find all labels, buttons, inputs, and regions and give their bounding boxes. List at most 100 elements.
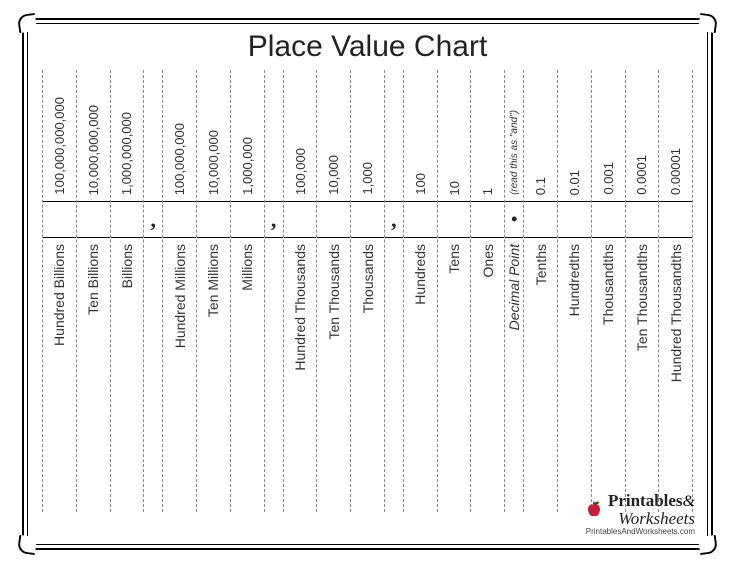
place-value-column: 1,000,000,000 Billions [110,70,144,512]
numeric-value: 1,000,000,000 [119,112,134,195]
separator-column: (read this as "and")•Decimal Point [504,70,523,512]
numeric-value: 10 [447,181,462,195]
place-name-cell: Decimal Point [505,238,523,512]
place-value-chart: 100,000,000,000Hundred Billions10,000,00… [42,70,693,512]
numeric-value-cell [385,70,403,202]
place-name-cell: Billions [111,238,144,512]
place-name: Thousandths [600,244,616,325]
separator-symbol: , [265,202,283,238]
numeric-value: (read this as "and") [509,110,520,195]
corner-curl [698,13,718,33]
numeric-value-cell: (read this as "and") [505,70,523,202]
place-value-column: 100,000,000,000 Hundred Billions [42,70,76,512]
place-name: Tens [446,244,462,274]
place-name-cell: Hundred Millions [163,238,196,512]
place-name: Millions [239,244,255,291]
place-value-column: 1,000 Thousands [350,70,384,512]
brand-text: Printables& Worksheets [608,493,695,526]
place-name-cell: Hundreds [404,238,437,512]
numeric-value: 1,000 [360,162,375,195]
numeric-value-cell: 1,000,000 [231,70,264,202]
numeric-value: 100 [413,173,428,195]
place-name-cell: Hundredths [558,238,591,512]
place-name: Hundreds [412,244,428,305]
place-name-cell: Ten Thousands [317,238,350,512]
place-name-cell: Thousandths [592,238,625,512]
brand-logo: Printables& Worksheets [584,493,695,526]
digit-box [659,202,692,238]
place-name: Billions [119,244,135,288]
place-name-cell [265,238,283,512]
digit-box [404,202,437,238]
brand-amp: & [683,493,695,510]
numeric-value-cell: 100,000 [284,70,317,202]
numeric-value: 10,000,000 [206,130,221,195]
digit-box [626,202,659,238]
place-value-column: 1,000,000 Millions [230,70,264,512]
numeric-value: 0.1 [533,177,548,195]
numeric-value-cell: 0.001 [592,70,625,202]
brand-line1: Printables [608,491,683,510]
brand-url: PrintablesAndWorksheets.com [584,527,695,536]
digit-box [231,202,264,238]
footer: Printables& Worksheets PrintablesAndWork… [584,493,695,536]
place-name-cell: Ten Millions [197,238,230,512]
numeric-value-cell: 10,000,000 [197,70,230,202]
place-name: Hundred Thousands [292,244,308,371]
place-value-column: 100 Hundreds [403,70,437,512]
separator-symbol: , [144,202,162,238]
place-value-column: 0.001 Thousandths [591,70,625,512]
digit-box [592,202,625,238]
place-name-cell: Ones [471,238,504,512]
place-value-column: 0.1 Tenths [523,70,557,512]
numeric-value-cell: 1,000,000,000 [111,70,144,202]
place-name: Ten Thousands [326,244,342,339]
digit-box [163,202,196,238]
separator-column: , [384,70,403,512]
numeric-value-cell [265,70,283,202]
place-name: Thousands [360,244,376,313]
place-name-cell: Ten Thousandths [626,238,659,512]
place-value-column: 1Ones [470,70,504,512]
numeric-value-cell: 10 [438,70,471,202]
place-name: Ones [480,244,496,277]
place-name: Ten Millions [205,244,221,317]
digit-box [524,202,557,238]
corner-curl [698,535,718,555]
separator-column: , [264,70,283,512]
numeric-value: 10,000 [326,155,341,195]
brand-line2: Worksheets [608,511,695,526]
place-value-column: 100,000,000 Hundred Millions [162,70,196,512]
numeric-value-cell [144,70,162,202]
digit-box [471,202,504,238]
numeric-value-cell: 10,000 [317,70,350,202]
digit-box [197,202,230,238]
place-value-column: 10,000,000 Ten Millions [196,70,230,512]
place-name-cell: Hundred Thousands [284,238,317,512]
place-value-column: 10,000,000,000 Ten Billions [76,70,110,512]
chart-title: Place Value Chart [38,30,697,64]
numeric-value-cell: 0.1 [524,70,557,202]
place-name-cell [385,238,403,512]
place-value-column: 0.00001Hundred Thousandths [658,70,693,512]
numeric-value-cell: 0.00001 [659,70,692,202]
apple-icon [584,499,604,519]
numeric-value-cell: 1,000 [351,70,384,202]
numeric-value: 0.01 [567,170,582,195]
place-name-cell: Ten Billions [77,238,110,512]
place-name: Decimal Point [506,244,522,330]
separator-column: , [143,70,162,512]
place-name: Tenths [533,244,549,285]
numeric-value-cell: 10,000,000,000 [77,70,110,202]
place-name-cell: Hundred Billions [43,238,76,512]
numeric-value: 0.001 [601,162,616,195]
numeric-value-cell: 100,000,000,000 [43,70,76,202]
digit-box [284,202,317,238]
corner-curl [17,13,37,33]
digit-box [438,202,471,238]
place-name-cell: Tenths [524,238,557,512]
numeric-value-cell: 0.0001 [626,70,659,202]
numeric-value: 100,000,000 [172,123,187,195]
numeric-value: 0.00001 [668,148,683,195]
numeric-value: 100,000 [293,148,308,195]
